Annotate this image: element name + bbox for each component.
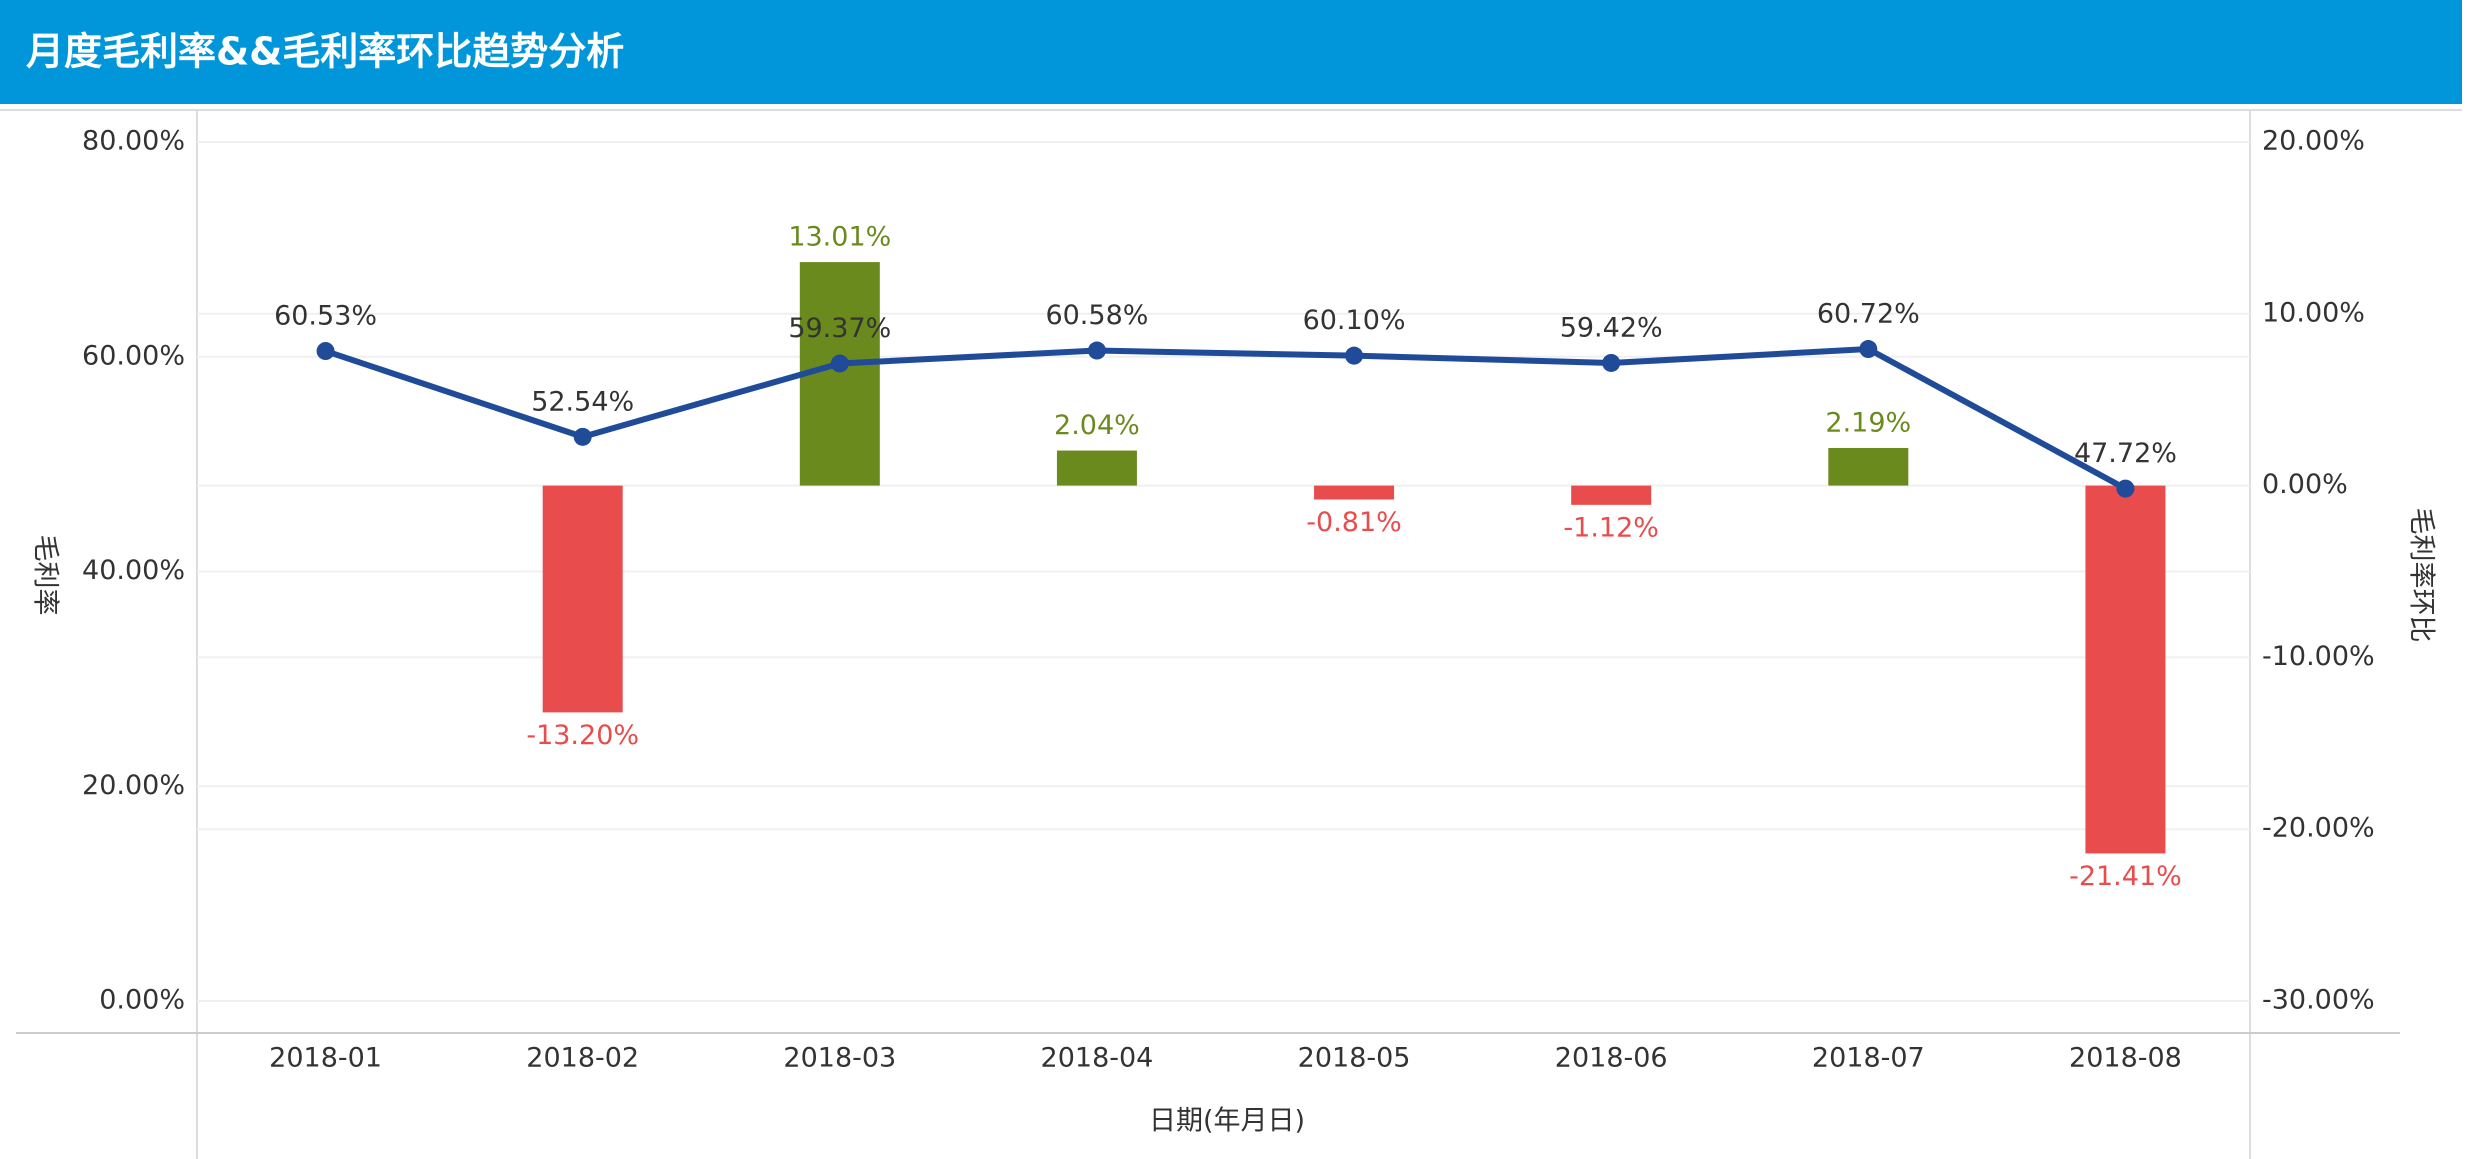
x-tick-label: 2018-04 xyxy=(1041,1043,1154,1074)
x-tick-label: 2018-05 xyxy=(1298,1043,1411,1074)
y2-axis-title: 毛利率环比 xyxy=(2406,508,2437,643)
data-label: -13.20% xyxy=(526,720,639,751)
header xyxy=(0,0,2462,104)
point xyxy=(2116,479,2135,498)
data-label: 60.58% xyxy=(1045,300,1148,331)
point xyxy=(830,354,849,373)
y2-tick-label: -20.00% xyxy=(2262,813,2375,844)
data-label: 2.19% xyxy=(1825,407,1911,438)
point xyxy=(573,427,592,446)
data-label: 60.10% xyxy=(1303,305,1406,336)
y-tick-label: 60.00% xyxy=(82,340,185,371)
y-tick-label: 80.00% xyxy=(82,126,185,157)
data-label: 59.42% xyxy=(1560,312,1663,343)
point xyxy=(1087,341,1106,360)
x-tick-label: 2018-03 xyxy=(783,1043,896,1074)
data-label: -0.81% xyxy=(1306,507,1402,538)
line xyxy=(324,345,2127,492)
bar xyxy=(2085,485,2166,854)
data-label: 60.53% xyxy=(274,301,377,332)
y2-tick-label: 0.00% xyxy=(2262,469,2348,500)
bar xyxy=(542,485,623,713)
y-tick-label: 40.00% xyxy=(82,555,185,586)
data-label: 59.37% xyxy=(788,313,891,344)
point xyxy=(316,342,335,361)
bar xyxy=(1056,450,1137,486)
x-tick-label: 2018-07 xyxy=(1812,1043,1925,1074)
y-tick-label: 0.00% xyxy=(99,985,185,1016)
data-label: 60.72% xyxy=(1817,299,1920,330)
chart-title: 月度毛利率&&毛利率环比趋势分析 xyxy=(26,30,624,74)
point xyxy=(1602,353,1621,372)
y2-tick-label: -30.00% xyxy=(2262,985,2375,1016)
y2-tick-label: -10.00% xyxy=(2262,641,2375,672)
bar xyxy=(1571,485,1652,505)
data-label: 52.54% xyxy=(531,386,634,417)
point xyxy=(1345,346,1364,365)
data-label: -21.41% xyxy=(2069,861,2182,892)
data-label: 2.04% xyxy=(1054,410,1140,441)
x-tick-label: 2018-06 xyxy=(1555,1043,1668,1074)
x-axis-title: 日期(年月日) xyxy=(1149,1106,1305,1137)
y-tick-label: 20.00% xyxy=(82,770,185,801)
data-label: 47.72% xyxy=(2074,438,2177,469)
x-tick-label: 2018-08 xyxy=(2069,1043,2182,1074)
point xyxy=(1859,340,1878,359)
y2-tick-label: 10.00% xyxy=(2262,297,2365,328)
y-axis-title: 毛利率 xyxy=(30,535,61,616)
data-label: -1.12% xyxy=(1563,512,1659,543)
x-tick-label: 2018-02 xyxy=(526,1043,639,1074)
bar xyxy=(1828,447,1909,486)
data-label: 13.01% xyxy=(788,222,891,253)
x-tick-label: 2018-01 xyxy=(269,1043,382,1074)
y2-tick-label: 20.00% xyxy=(2262,126,2365,157)
bar xyxy=(1314,485,1395,500)
